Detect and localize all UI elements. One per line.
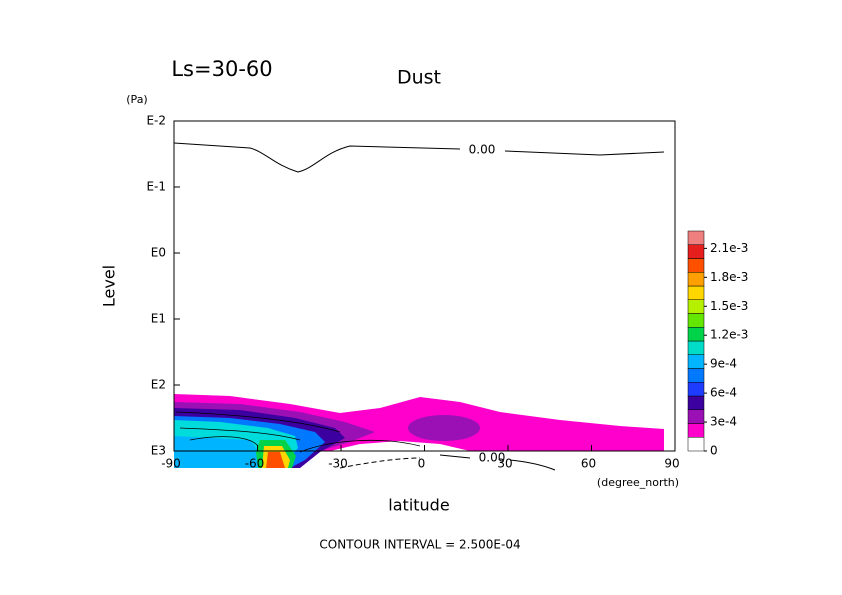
chart-title: Dust: [397, 67, 441, 89]
y-unit: (Pa): [126, 93, 147, 106]
y-tick-label: E1: [151, 312, 166, 326]
y-tick-label: E-1: [146, 180, 166, 194]
x-tick-label: 30: [497, 457, 512, 471]
y-tick-label: E-2: [146, 114, 166, 128]
contour-fill: [174, 394, 664, 468]
contour-label: 0.00: [469, 143, 496, 157]
x-tick-label: -30: [328, 457, 348, 471]
x-tick-label: -60: [245, 457, 265, 471]
colorbar-box: [687, 423, 705, 438]
x-tick-label: 0: [418, 457, 426, 471]
colorbar-box: [687, 244, 705, 259]
x-tick-label: 60: [581, 457, 596, 471]
colorbar-box: [687, 327, 705, 342]
colorbar-box: [687, 340, 705, 355]
y-tick-label: E0: [151, 246, 166, 260]
colorbar-label: 3e-4: [710, 415, 737, 429]
footer-note: CONTOUR INTERVAL = 2.500E-04: [319, 538, 520, 552]
x-unit: (degree_north): [597, 476, 679, 489]
x-tick-label: 90: [664, 457, 679, 471]
fill-region: [266, 452, 285, 468]
colorbar-box: [687, 258, 705, 273]
colorbar-box: [687, 272, 705, 287]
colorbar-box: [687, 368, 705, 383]
colorbar-label: 1.2e-3: [710, 328, 748, 342]
colorbar-box: [687, 354, 705, 369]
contour-line: [175, 411, 421, 453]
colorbar-box: [687, 382, 705, 397]
colorbar-label: 2.1e-3: [710, 241, 748, 255]
fill-region: [408, 415, 480, 441]
contour-line: [339, 457, 421, 469]
colorbar-box: [687, 313, 705, 328]
colorbar-label: 1.8e-3: [710, 270, 748, 284]
colorbar-box: [687, 437, 705, 452]
contour-label: 0.00: [479, 451, 506, 465]
colorbar-box: [687, 230, 705, 245]
colorbar-label: 9e-4: [710, 357, 737, 371]
colorbar-label: 1.5e-3: [710, 299, 748, 313]
colorbar-box: [687, 285, 705, 300]
colorbar-box: [687, 395, 705, 410]
subtitle: Ls=30-60: [171, 57, 272, 81]
colorbar-label: 0: [710, 444, 718, 458]
y-axis-label: Level: [100, 265, 119, 307]
x-tick-label: -90: [161, 457, 181, 471]
colorbar-label: 6e-4: [710, 386, 737, 400]
contour-line: [439, 454, 556, 471]
fill-region: [174, 436, 262, 468]
y-tick-label: E2: [151, 378, 166, 392]
y-tick-label: E3: [151, 444, 166, 458]
contour-line: [173, 142, 665, 173]
x-axis-label: latitude: [388, 496, 449, 515]
colorbar-box: [687, 409, 705, 424]
colorbar-box: [687, 299, 705, 314]
